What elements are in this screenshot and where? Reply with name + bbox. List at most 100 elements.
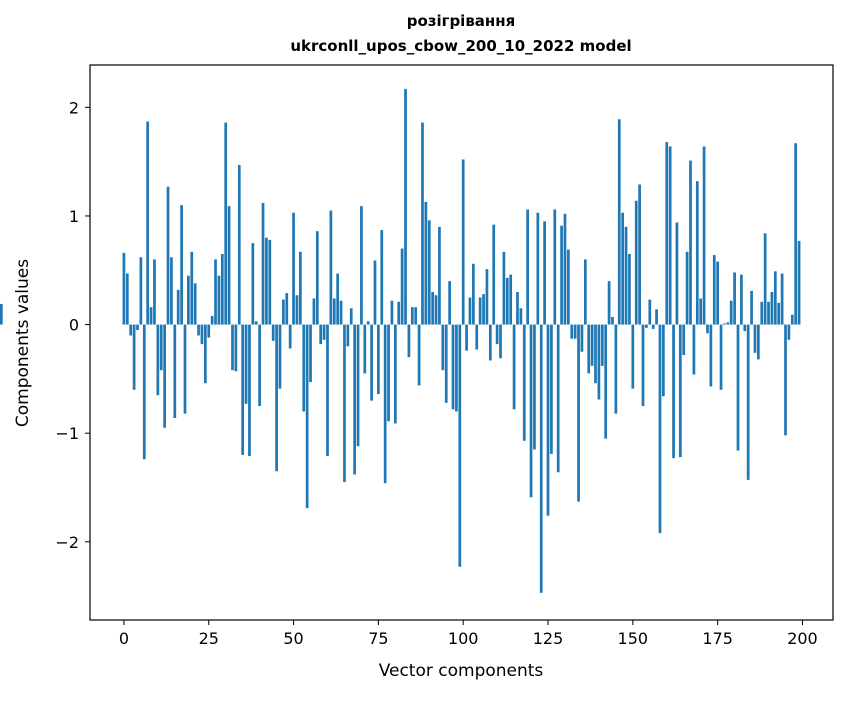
bar	[380, 230, 384, 325]
bar	[719, 324, 723, 390]
bar	[533, 324, 536, 450]
bar	[553, 209, 557, 325]
bar	[393, 324, 397, 424]
bar	[645, 324, 648, 328]
bar	[315, 231, 319, 325]
bar	[282, 299, 285, 325]
bar	[258, 324, 261, 407]
bar	[146, 121, 150, 325]
bar	[617, 119, 621, 325]
bar	[404, 88, 407, 325]
bar	[356, 324, 360, 447]
y-tick-label: −1	[55, 424, 79, 443]
bar	[570, 324, 574, 339]
bar	[485, 269, 489, 325]
x-tick-label: 125	[533, 629, 564, 648]
chart-subtitle: ukrconll_upos_cbow_200_10_2022 model	[290, 37, 631, 55]
bar	[424, 201, 428, 325]
bar	[370, 324, 373, 401]
bar	[482, 294, 485, 325]
bar	[563, 213, 567, 325]
bar	[692, 324, 696, 375]
bar	[665, 142, 669, 325]
bar	[641, 324, 645, 407]
bar	[655, 309, 658, 325]
bar	[733, 272, 736, 325]
bar	[383, 324, 387, 484]
bar	[241, 324, 245, 455]
bar	[519, 308, 523, 325]
bar	[712, 255, 716, 325]
bar	[461, 159, 465, 325]
bar	[546, 324, 550, 516]
bar	[583, 259, 587, 325]
bar	[634, 200, 638, 325]
bar	[210, 315, 214, 325]
x-tick-label: 150	[618, 629, 649, 648]
bar	[472, 263, 475, 325]
bar	[746, 324, 750, 480]
bar	[197, 324, 200, 336]
bar	[180, 205, 183, 325]
bar	[624, 226, 628, 325]
bar	[475, 324, 479, 350]
bar	[400, 248, 404, 325]
bar	[319, 324, 323, 345]
bar	[675, 222, 679, 325]
bar	[600, 324, 604, 366]
x-tick-label: 50	[283, 629, 303, 648]
bar	[448, 281, 451, 325]
bar	[628, 253, 631, 325]
bar	[248, 324, 251, 456]
bar	[346, 324, 350, 347]
bar	[773, 271, 777, 325]
bar	[695, 181, 699, 325]
bar	[417, 324, 421, 386]
bar	[149, 307, 153, 325]
bar	[509, 274, 513, 325]
bar	[784, 324, 787, 436]
bar	[607, 281, 611, 325]
bar	[797, 240, 801, 325]
bar	[502, 251, 506, 325]
bar	[214, 259, 217, 325]
bar	[159, 324, 163, 371]
bar	[312, 298, 316, 325]
x-tick-label: 200	[787, 629, 818, 648]
bar	[780, 273, 784, 325]
bar	[750, 290, 753, 325]
bar	[522, 324, 526, 441]
bar	[543, 221, 546, 325]
bar	[678, 324, 682, 458]
bar	[190, 251, 194, 325]
bar	[326, 324, 329, 456]
bar	[770, 292, 774, 325]
bar	[577, 324, 580, 502]
bar	[604, 324, 608, 439]
bar	[444, 324, 448, 403]
bar	[265, 237, 268, 325]
bar	[512, 324, 516, 410]
bar	[702, 146, 706, 325]
bar	[339, 300, 343, 325]
bar	[668, 146, 672, 325]
bar	[729, 300, 733, 325]
bar	[689, 160, 692, 325]
bar	[244, 324, 248, 404]
bar	[407, 324, 411, 358]
bar	[166, 186, 170, 325]
bar	[237, 164, 241, 325]
y-axis-label: Components values	[13, 259, 33, 427]
bar	[278, 324, 282, 389]
bar	[743, 324, 747, 332]
bar	[139, 257, 143, 325]
bar	[740, 274, 743, 325]
bar	[377, 324, 380, 395]
bar	[556, 324, 560, 473]
bar	[295, 295, 299, 325]
bar	[343, 324, 346, 483]
bar	[349, 308, 353, 325]
bar	[648, 299, 652, 325]
bar	[536, 212, 540, 325]
